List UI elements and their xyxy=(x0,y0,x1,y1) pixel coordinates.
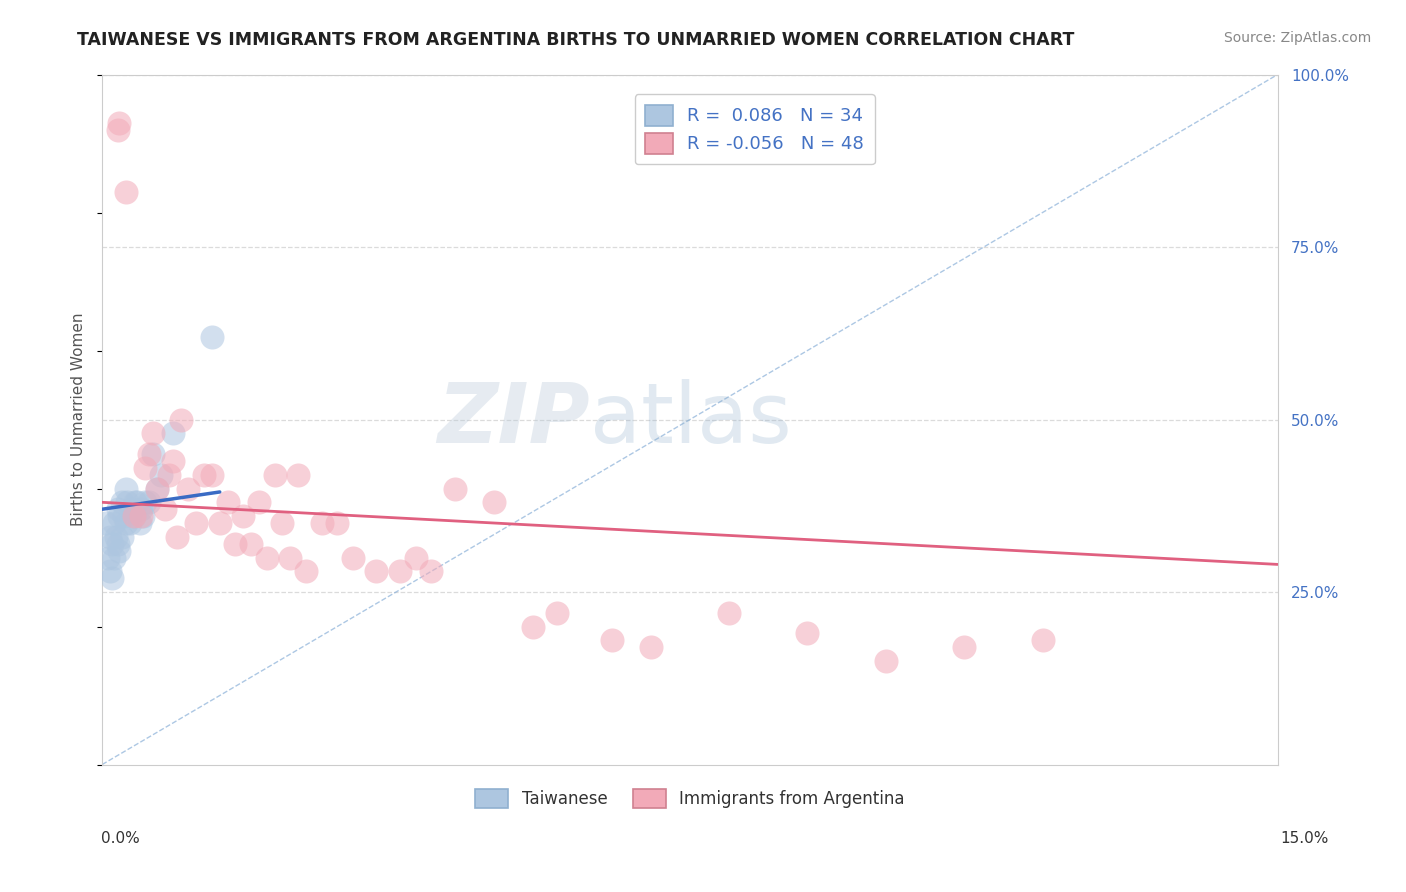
Point xyxy=(153,502,176,516)
Point xyxy=(131,502,153,516)
Point xyxy=(121,502,143,516)
Point xyxy=(482,495,505,509)
Point xyxy=(263,467,285,482)
Point xyxy=(169,412,191,426)
Point xyxy=(114,482,136,496)
Point xyxy=(98,530,121,544)
Point xyxy=(405,550,427,565)
Point xyxy=(718,606,741,620)
Point xyxy=(953,640,976,655)
Point xyxy=(224,537,246,551)
Point xyxy=(166,530,188,544)
Point xyxy=(162,426,184,441)
Point xyxy=(875,654,897,668)
Y-axis label: Births to Unmarried Women: Births to Unmarried Women xyxy=(72,313,86,526)
Point xyxy=(107,122,129,136)
Point xyxy=(122,509,145,524)
Point xyxy=(112,509,135,524)
Point xyxy=(278,550,301,565)
Point xyxy=(271,516,294,530)
Point xyxy=(127,495,149,509)
Point xyxy=(124,495,146,509)
Point xyxy=(97,550,120,565)
Point xyxy=(420,564,443,578)
Point xyxy=(326,516,349,530)
Point xyxy=(142,447,165,461)
Text: 15.0%: 15.0% xyxy=(1281,831,1329,846)
Point xyxy=(138,447,160,461)
Point xyxy=(134,460,156,475)
Text: atlas: atlas xyxy=(591,379,792,460)
Point xyxy=(546,606,568,620)
Point xyxy=(105,530,128,544)
Point xyxy=(107,502,129,516)
Text: Source: ZipAtlas.com: Source: ZipAtlas.com xyxy=(1223,31,1371,45)
Point xyxy=(295,564,318,578)
Point xyxy=(208,516,231,530)
Point xyxy=(103,516,125,530)
Point xyxy=(162,454,184,468)
Point xyxy=(157,467,180,482)
Point xyxy=(108,509,131,524)
Point xyxy=(796,626,818,640)
Point xyxy=(311,516,333,530)
Point xyxy=(138,495,160,509)
Point xyxy=(114,516,136,530)
Text: ZIP: ZIP xyxy=(437,379,591,460)
Point xyxy=(146,482,169,496)
Point xyxy=(118,516,141,530)
Text: 0.0%: 0.0% xyxy=(101,831,141,846)
Point xyxy=(146,482,169,496)
Point xyxy=(247,495,270,509)
Point xyxy=(640,640,662,655)
Point xyxy=(101,571,124,585)
Point xyxy=(108,543,131,558)
Point xyxy=(443,482,465,496)
Point xyxy=(186,516,208,530)
Point xyxy=(98,564,121,578)
Point xyxy=(114,185,136,199)
Point xyxy=(132,509,155,524)
Point xyxy=(177,482,200,496)
Point xyxy=(128,516,150,530)
Point xyxy=(111,530,134,544)
Point xyxy=(111,495,134,509)
Point xyxy=(201,329,224,343)
Point xyxy=(600,633,623,648)
Point xyxy=(256,550,278,565)
Point xyxy=(149,467,172,482)
Point xyxy=(232,509,254,524)
Legend: Taiwanese, Immigrants from Argentina: Taiwanese, Immigrants from Argentina xyxy=(468,782,911,814)
Point xyxy=(134,495,156,509)
Point xyxy=(388,564,411,578)
Point xyxy=(287,467,309,482)
Point xyxy=(94,516,117,530)
Point xyxy=(107,537,129,551)
Point xyxy=(217,495,239,509)
Point xyxy=(366,564,388,578)
Point xyxy=(240,537,263,551)
Point xyxy=(100,537,122,551)
Point xyxy=(108,116,131,130)
Point xyxy=(142,426,165,441)
Point xyxy=(522,619,544,633)
Point xyxy=(1031,633,1053,648)
Point xyxy=(193,467,215,482)
Point xyxy=(131,509,153,524)
Point xyxy=(122,509,145,524)
Point xyxy=(342,550,364,565)
Point xyxy=(103,550,125,565)
Point xyxy=(117,495,139,509)
Text: TAIWANESE VS IMMIGRANTS FROM ARGENTINA BIRTHS TO UNMARRIED WOMEN CORRELATION CHA: TAIWANESE VS IMMIGRANTS FROM ARGENTINA B… xyxy=(77,31,1074,49)
Point xyxy=(201,467,224,482)
